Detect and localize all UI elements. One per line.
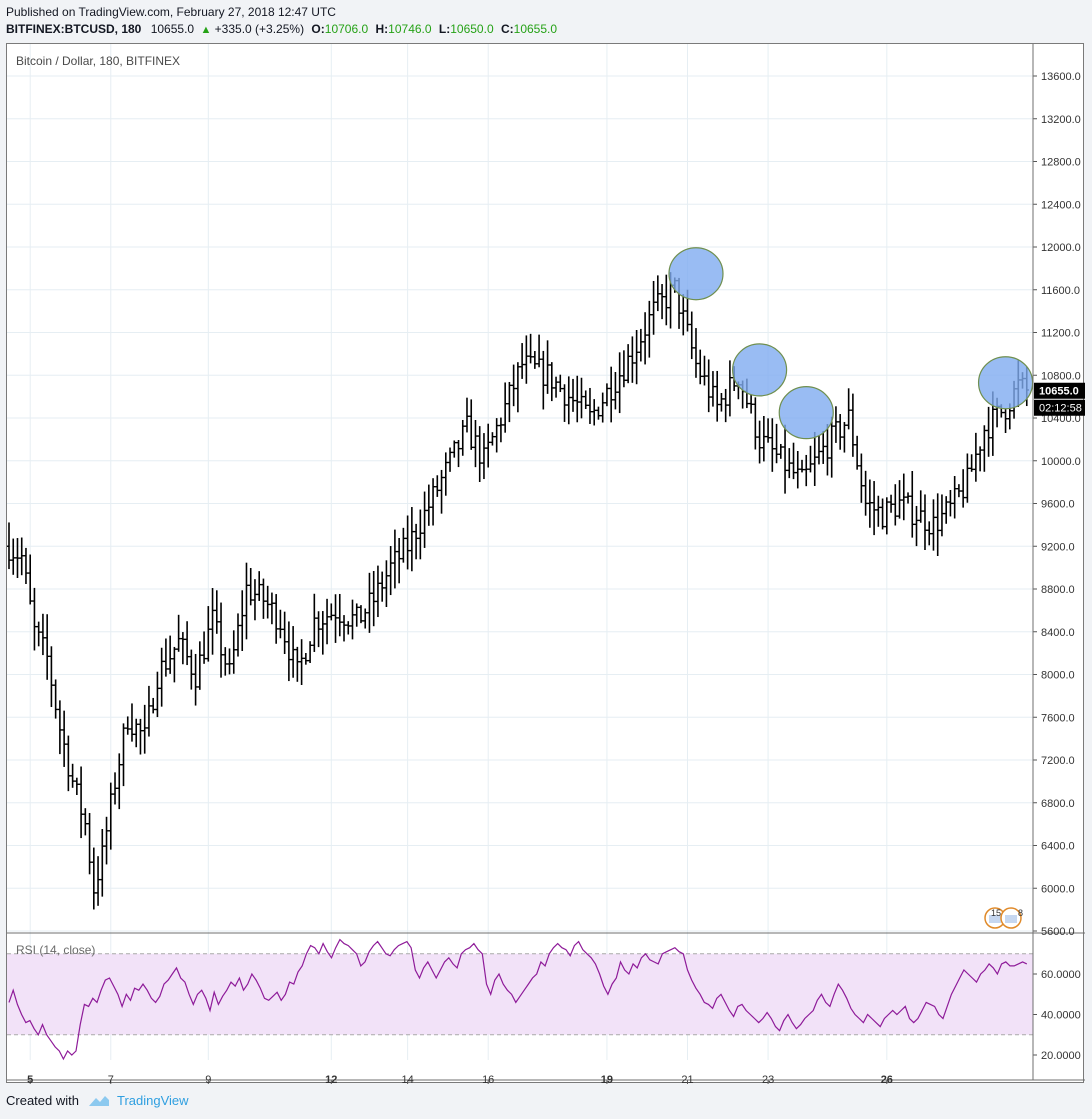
- date-tick-label: 12: [325, 1074, 337, 1084]
- price-tick-label: 12000.0: [1041, 242, 1081, 254]
- highlight-circle: [778, 386, 834, 440]
- rsi-tick-label: 20.0000: [1041, 1050, 1081, 1062]
- open-label: O:: [311, 22, 325, 36]
- symbol-info-line: BITFINEX:BTCUSD, 180 10655.0 ▲ +335.0 (+…: [6, 22, 557, 36]
- date-tick-label: 9: [205, 1074, 211, 1084]
- last-price-badge: [1034, 382, 1085, 399]
- price-tick-label: 8800.0: [1041, 584, 1075, 596]
- event-flag-icon-body: [989, 915, 1001, 923]
- price-tick-label: 7200.0: [1041, 755, 1075, 767]
- date-tick-label: 7: [108, 1074, 114, 1084]
- highlight-circles: [668, 247, 1034, 440]
- change-value: +335.0 (+3.25%): [214, 22, 305, 36]
- rsi-line: [8, 938, 1028, 1061]
- up-triangle-icon: ▲: [200, 24, 212, 36]
- published-line: Published on TradingView.com, February 2…: [6, 5, 336, 19]
- open-value: 10706.0: [324, 22, 369, 36]
- high-label: H:: [375, 22, 389, 36]
- price-bars: [6, 272, 1029, 910]
- date-tick-label: 19: [601, 1074, 613, 1084]
- axes: [7, 44, 1085, 1084]
- highlight-circle: [668, 247, 724, 301]
- date-tick-label: 14: [401, 1074, 413, 1084]
- high-value: 10746.0: [388, 22, 432, 36]
- created-with-label: Created with: [6, 1093, 79, 1108]
- chart-frame[interactable]: 13600.0 13200.0 12800.0 12400.0 12000.0 11600…: [6, 43, 1085, 1086]
- event-flag-icon-body: [1005, 915, 1017, 923]
- price-tick-label: 7600.0: [1041, 712, 1075, 724]
- price-tick-label: 8000.0: [1041, 670, 1075, 682]
- low-label: L:: [438, 22, 451, 36]
- price-tick-label: 9200.0: [1041, 541, 1075, 553]
- price-tick-label: 10800.0: [1041, 370, 1081, 382]
- date-tick-label: 5: [27, 1074, 33, 1084]
- event-flag-count: 8: [1018, 908, 1023, 918]
- rsi-polyline: [8, 938, 1028, 1061]
- price-tick-label: 6400.0: [1041, 841, 1075, 853]
- highlight-circle: [977, 356, 1034, 410]
- price-tick-label: 10400.0: [1041, 413, 1081, 425]
- close-value: 10655.0: [513, 22, 558, 36]
- last-price: 10655.0: [150, 22, 195, 36]
- tradingview-brand-link[interactable]: TradingView: [116, 1093, 189, 1108]
- main-chart-title: Bitcoin / Dollar, 180, BITFINEX: [16, 54, 180, 68]
- date-tick-label: 26: [881, 1074, 893, 1084]
- rsi-chart-title: RSI (14, close): [16, 943, 95, 957]
- chart-svg[interactable]: 13600.0 13200.0 12800.0 12400.0 12000.0 11600…: [6, 44, 1085, 1086]
- price-tick-label: 10000.0: [1041, 456, 1081, 468]
- price-tick-label: 5600.0: [1041, 926, 1075, 938]
- price-tick-label: 13200.0: [1041, 114, 1081, 126]
- price-tick-label: 8400.0: [1041, 627, 1075, 639]
- rsi-tick-label: 60.0000: [1041, 969, 1081, 981]
- price-tick-label: 12800.0: [1041, 157, 1081, 169]
- footer: Created with TradingView: [6, 1093, 189, 1108]
- countdown-label: 02:12:58: [1039, 403, 1082, 415]
- axis-labels: 13600.0 13200.0 12800.0 12400.0 12000.0 11600…: [27, 71, 1085, 1086]
- countdown-badge: [1034, 399, 1085, 416]
- date-tick-label: 23: [762, 1074, 774, 1084]
- tradingview-logo-icon: [88, 1095, 109, 1106]
- date-tick-label: 16: [482, 1074, 494, 1084]
- event-flag-label: 15: [991, 908, 1001, 918]
- price-tick-label: 6800.0: [1041, 798, 1075, 810]
- highlight-circle: [731, 343, 788, 397]
- grid: [7, 44, 1033, 1060]
- price-tick-label: 13600.0: [1041, 71, 1081, 83]
- symbol-label: BITFINEX:BTCUSD, 180: [6, 22, 142, 36]
- rsi-tick-label: 40.0000: [1041, 1010, 1081, 1022]
- price-tick-label: 11600.0: [1041, 285, 1080, 297]
- low-value: 10650.0: [450, 22, 494, 36]
- last-price-label: 10655.0: [1039, 386, 1079, 398]
- close-label: C:: [500, 22, 514, 36]
- price-tick-label: 6000.0: [1041, 883, 1075, 895]
- price-tick-label: 12400.0: [1041, 199, 1081, 211]
- price-tick-label: 11200.0: [1041, 328, 1080, 340]
- date-tick-label: 21: [681, 1074, 693, 1084]
- price-tick-label: 9600.0: [1041, 499, 1075, 511]
